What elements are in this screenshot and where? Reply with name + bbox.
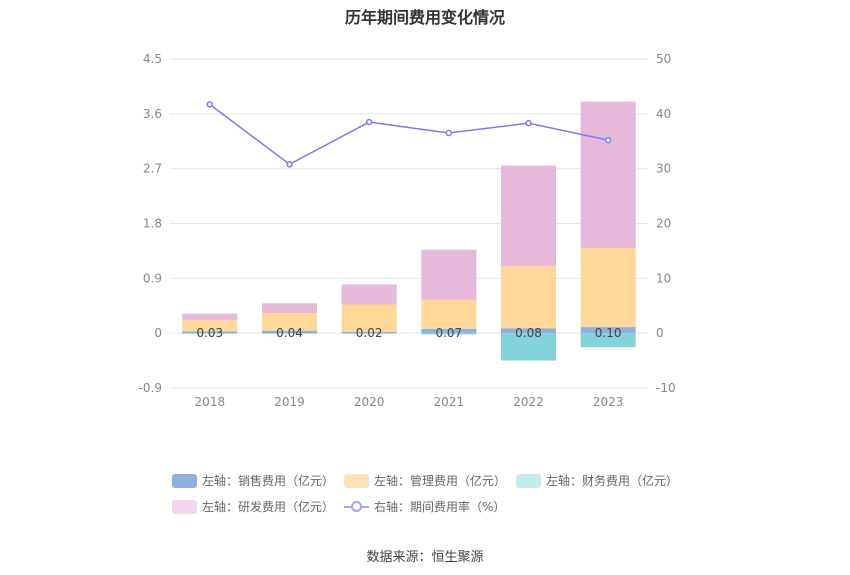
- legend-swatch-admin: [344, 473, 369, 488]
- x-axis-tick-label: 2019: [274, 395, 305, 409]
- right-axis-tick-label: 30: [656, 162, 671, 176]
- bar-finance: [501, 333, 556, 361]
- legend-label-admin: 左轴：管理费用（亿元）: [374, 474, 507, 488]
- bar-rnd: [421, 249, 477, 300]
- right-axis-tick-label: 50: [656, 52, 671, 66]
- data-label-sales: 0.02: [356, 326, 383, 340]
- bar-sales: [580, 327, 636, 334]
- legend-item-admin[interactable]: 左轴：管理费用（亿元）: [344, 472, 506, 489]
- bar-sales: [182, 331, 238, 334]
- left-axis-tick-label: 0.9: [143, 271, 162, 285]
- bar-admin: [262, 313, 317, 331]
- legend-swatch-sales: [172, 473, 197, 488]
- right-axis-tick-label: -10: [656, 381, 676, 395]
- data-label-sales: 0.08: [515, 326, 542, 340]
- x-axis-tick-label: 2023: [593, 395, 624, 409]
- legend-swatch-finance: [516, 473, 541, 488]
- x-axis-tick-label: 2018: [195, 395, 226, 409]
- bar-admin: [341, 304, 397, 332]
- bar-rnd: [501, 165, 556, 267]
- line-point-rate: [604, 136, 612, 144]
- bar-sales: [501, 328, 556, 334]
- left-axis-tick-label: 3.6: [143, 107, 162, 121]
- x-axis-tick-label: 2022: [513, 395, 544, 409]
- bar-admin: [580, 247, 636, 328]
- bar-sales: [262, 330, 317, 334]
- bar-finance: [341, 333, 397, 334]
- legend-item-finance[interactable]: 左轴：财务费用（亿元）: [516, 472, 678, 489]
- right-axis-tick-label: 40: [656, 107, 671, 121]
- left-axis-tick-label: 4.5: [143, 52, 162, 66]
- legend-swatch-rate: [344, 500, 369, 514]
- line-point-rate: [365, 118, 373, 126]
- bar-rnd: [341, 284, 397, 305]
- left-axis-tick-label: 1.8: [143, 217, 162, 231]
- right-axis-tick-label: 20: [656, 217, 671, 231]
- bar-admin: [501, 266, 556, 329]
- left-axis-tick-label: 0: [154, 326, 162, 340]
- bar-admin: [421, 299, 477, 329]
- bar-sales: [421, 328, 477, 334]
- bar-sales: [341, 331, 397, 334]
- line-point-rate: [525, 119, 532, 127]
- chart-plot: 4.5 50 3.6 40 2.7 30 1.8 20 0.9 10 0 0 -0.9 -10 2018 0.…: [139, 52, 676, 409]
- data-label-sales: 0.10: [595, 326, 622, 340]
- bar-rnd: [262, 303, 317, 314]
- line-point-rate: [286, 161, 293, 168]
- legend-label-rnd: 左轴：研发费用（亿元）: [202, 500, 335, 514]
- data-source-note: 数据来源：恒生聚源: [366, 550, 484, 565]
- legend-swatch-rnd: [172, 499, 197, 514]
- line-point-rate: [206, 101, 214, 108]
- data-label-sales: 0.03: [196, 326, 223, 340]
- data-label-sales: 0.07: [435, 326, 462, 340]
- bar-rnd: [580, 101, 636, 248]
- bar-finance: [262, 333, 317, 334]
- bar-rnd: [182, 313, 238, 321]
- bar-admin: [182, 320, 238, 332]
- line-series-rate: [209, 103, 609, 166]
- right-axis-tick-label: 0: [656, 326, 664, 340]
- bar-finance: [421, 333, 477, 335]
- x-axis-tick-label: 2021: [434, 395, 465, 409]
- right-axis-tick-label: 10: [656, 271, 671, 285]
- legend-item-rnd[interactable]: 左轴：研发费用（亿元）: [172, 498, 334, 515]
- x-axis-tick-label: 2020: [354, 395, 385, 409]
- legend-item-sales[interactable]: 左轴：销售费用（亿元）: [172, 472, 334, 489]
- left-axis-tick-label: -0.9: [139, 381, 162, 395]
- legend-label-sales: 左轴：销售费用（亿元）: [202, 474, 335, 488]
- line-point-rate: [445, 129, 453, 137]
- bar-finance: [182, 333, 238, 334]
- chart-title: 历年期间费用变化情况: [344, 8, 505, 27]
- legend-item-rate[interactable]: 右轴：期间费用率（%）: [344, 498, 505, 515]
- left-axis-tick-label: 2.7: [143, 162, 162, 176]
- legend-label-finance: 左轴：财务费用（亿元）: [546, 474, 679, 488]
- legend-label-rate: 右轴：期间费用率（%）: [374, 500, 506, 514]
- bar-finance: [580, 333, 636, 348]
- data-label-sales: 0.04: [276, 326, 303, 340]
